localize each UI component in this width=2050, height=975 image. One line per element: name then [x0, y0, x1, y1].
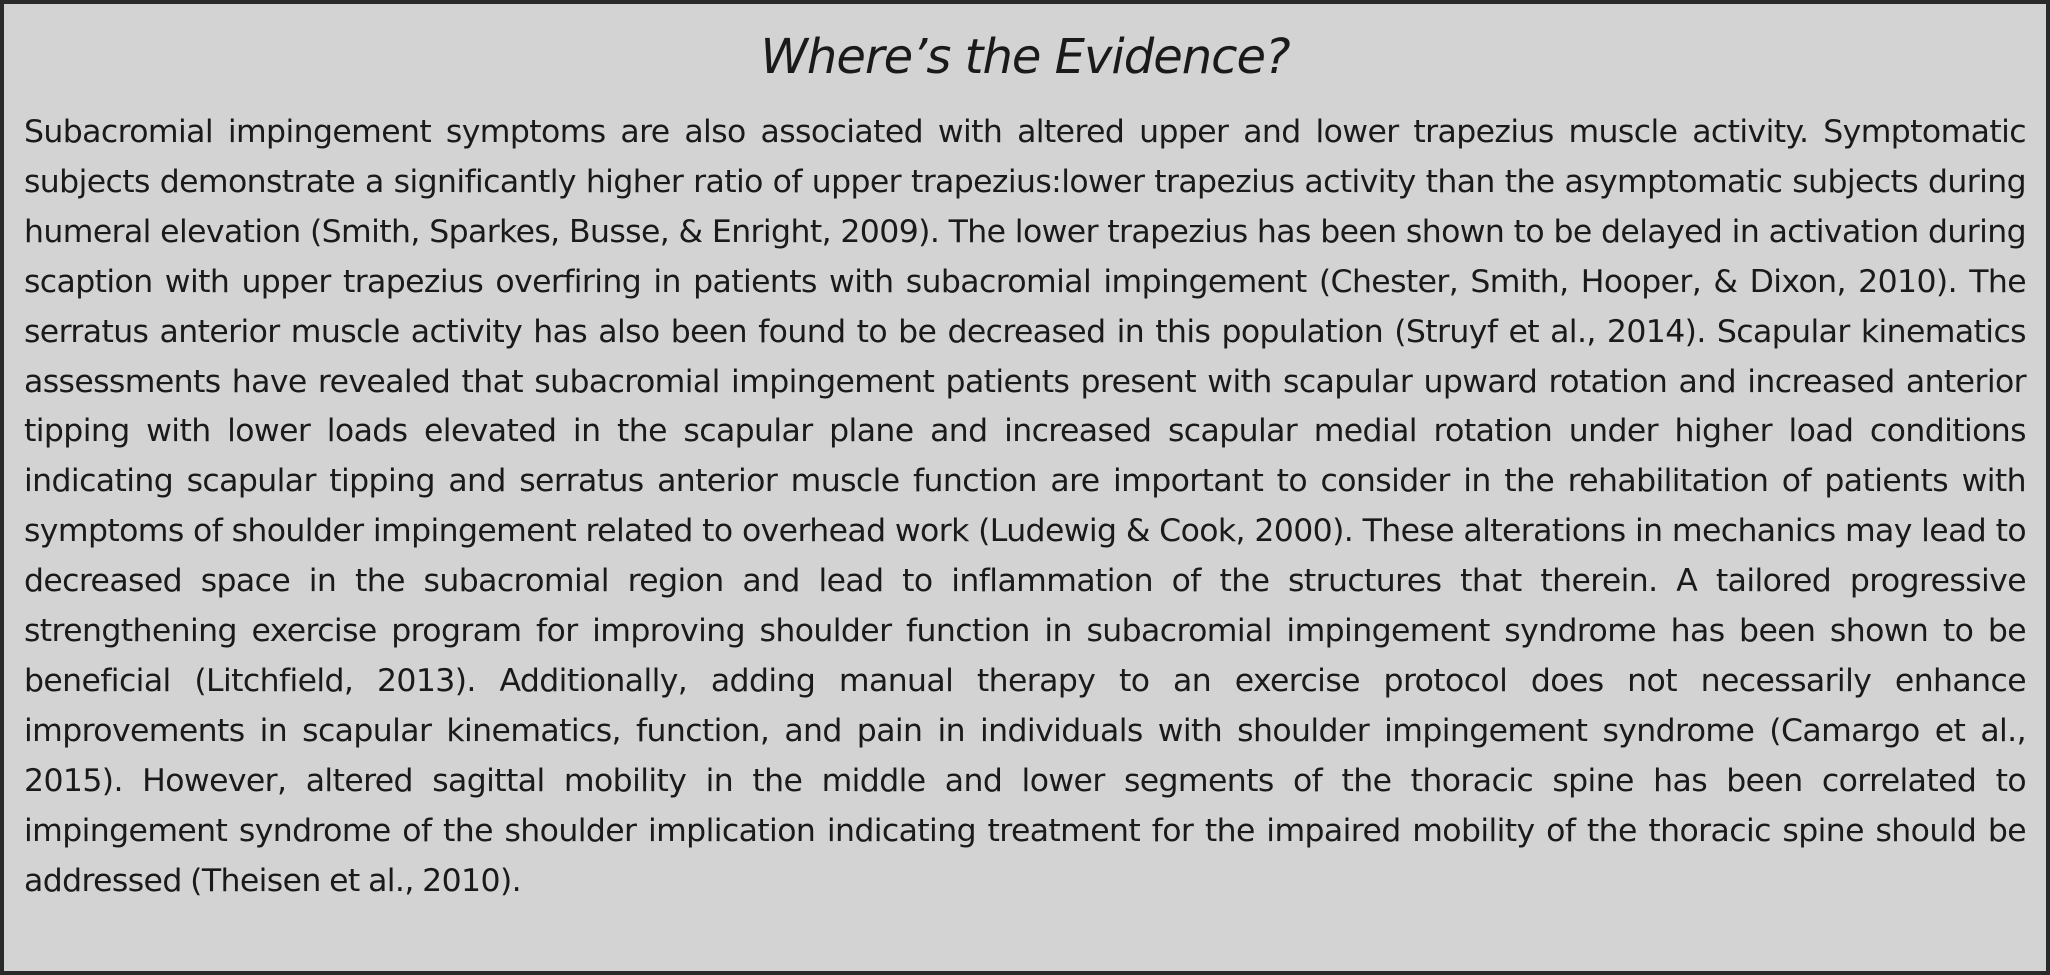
box-title: Where’s the Evidence?: [760, 29, 1290, 85]
box-body-paragraph: Subacromial impingement symptoms are als…: [24, 114, 2027, 899]
